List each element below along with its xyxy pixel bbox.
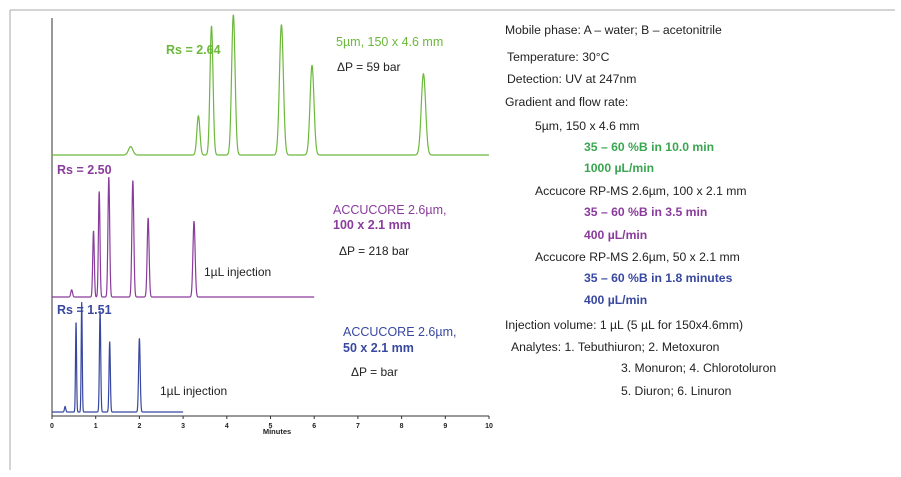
green-column-label: 5µm, 150 x 4.6 mm (336, 35, 443, 49)
blue-injection-label: 1µL injection (160, 384, 227, 398)
chromatogram-traces (52, 14, 489, 413)
x-tick-label-5: 5 (269, 423, 273, 430)
x-tick-label-8: 8 (400, 423, 404, 430)
x-axis-label: Minutes (263, 427, 291, 436)
x-axis-ticks: 0 1 2 3 4 5 6 7 8 9 10 (50, 416, 493, 430)
x-tick-label-6: 6 (312, 423, 316, 430)
blue-column-label-1: ACCUCORE 2.6µm, (343, 325, 456, 339)
x-tick-label-1: 1 (94, 423, 98, 430)
x-tick-label-2: 2 (137, 423, 141, 430)
trace-blue (52, 301, 184, 413)
x-tick-label-7: 7 (356, 423, 360, 430)
x-tick-label-10: 10 (485, 423, 493, 430)
purple-injection-label: 1µL injection (204, 265, 271, 279)
purple-column-label-1: ACCUCORE 2.6µm, (333, 203, 446, 217)
purple-rs-label: Rs = 2.50 (57, 163, 112, 177)
blue-column-label-2: 50 x 2.1 mm (343, 341, 414, 355)
purple-pressure-label: ΔP = 218 bar (339, 244, 409, 258)
x-tick-label-9: 9 (443, 423, 447, 430)
green-pressure-label: ΔP = 59 bar (337, 60, 401, 74)
green-rs-label: Rs = 2.64 (166, 43, 221, 57)
x-tick-label-0: 0 (50, 423, 54, 430)
x-tick-label-3: 3 (181, 423, 185, 430)
blue-rs-label: Rs = 1.51 (57, 303, 112, 317)
x-tick-label-4: 4 (225, 423, 229, 430)
purple-column-label-2: 100 x 2.1 mm (333, 218, 411, 232)
blue-pressure-label: ΔP = bar (351, 365, 398, 379)
trace-purple (52, 176, 315, 298)
trace-green (52, 14, 489, 156)
